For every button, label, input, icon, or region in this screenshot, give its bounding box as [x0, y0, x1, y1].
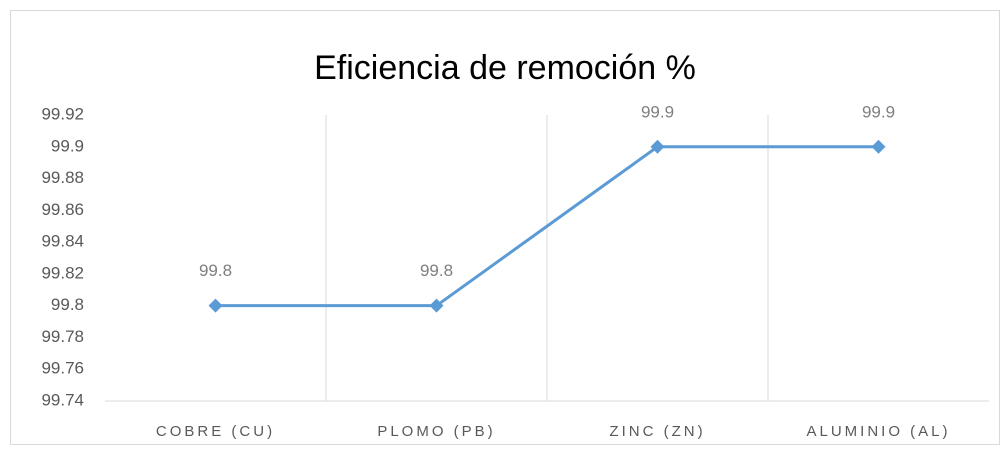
y-tick-label: 99.86: [41, 200, 84, 219]
x-tick-label: PLOMO (PB): [377, 423, 495, 440]
chart-border: [10, 10, 1000, 445]
marker: [650, 139, 665, 154]
y-tick-label: 99.78: [41, 327, 84, 346]
marker: [429, 298, 444, 313]
marker: [208, 298, 223, 313]
y-tick-label: 99.84: [41, 232, 84, 251]
x-tick-label: COBRE (CU): [156, 423, 275, 440]
y-tick-label: 99.74: [41, 390, 84, 409]
line: [215, 145, 879, 308]
y-tick-label: 99.8: [51, 295, 84, 314]
y-tick-label: 99.82: [41, 263, 84, 282]
data-label: 99.8: [199, 261, 232, 280]
y-tick-label: 99.76: [41, 359, 84, 378]
y-tick-label: 99.92: [41, 104, 84, 123]
marker: [871, 139, 886, 154]
data-label: 99.9: [862, 102, 895, 121]
y-tick-label: 99.9: [51, 136, 84, 155]
chart-title: Eficiencia de remoción %: [314, 49, 696, 87]
x-tick-label: ZINC (ZN): [609, 423, 705, 440]
y-tick-label: 99.88: [41, 168, 84, 187]
data-label: 99.9: [641, 102, 674, 121]
data-label: 99.8: [420, 261, 453, 280]
x-tick-label: ALUMINIO (AL): [806, 423, 950, 440]
